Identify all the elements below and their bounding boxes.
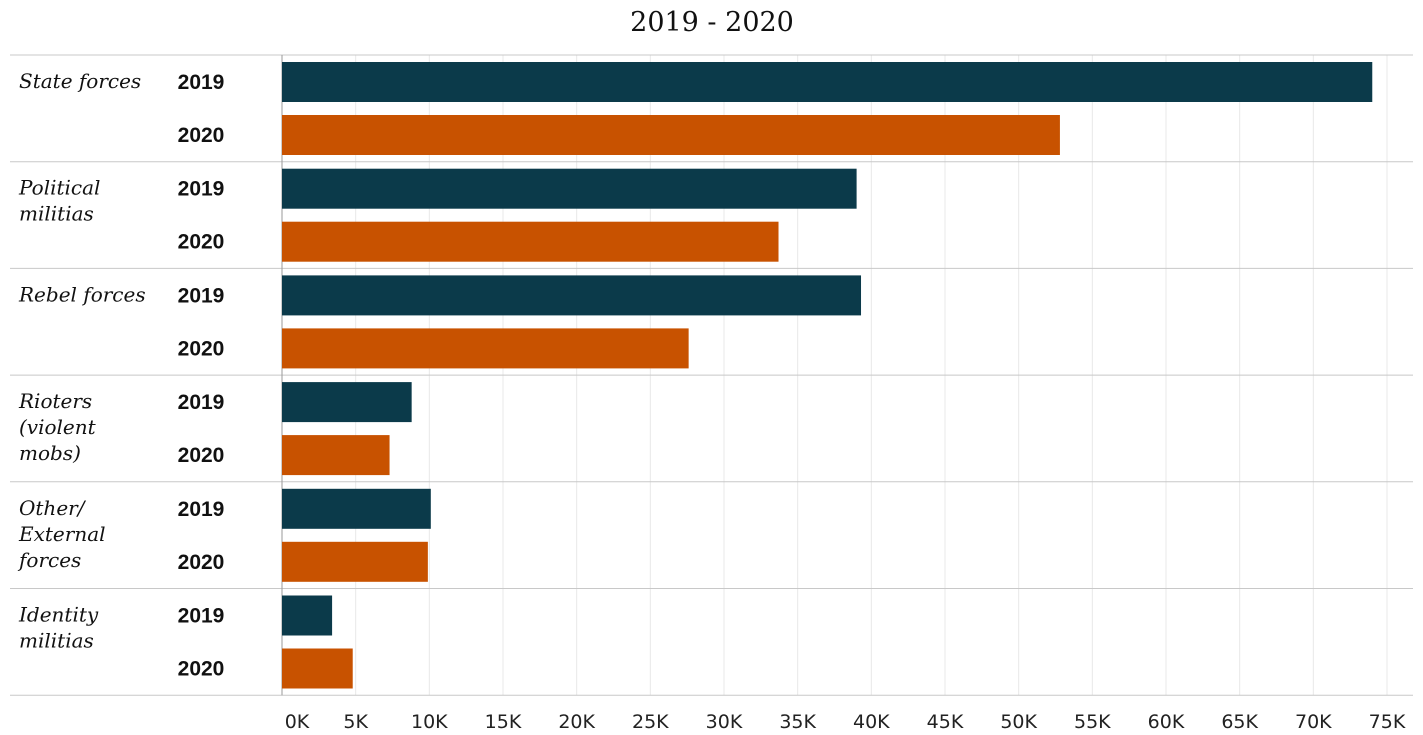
x-tick-label: 45K (927, 711, 964, 733)
series-label: 2019 (178, 605, 225, 628)
category-label-line: Other/ (19, 496, 87, 520)
series-label: 2020 (178, 124, 225, 147)
category-label-line: mobs) (19, 441, 81, 465)
series-label: 2019 (178, 498, 225, 521)
category-label: Other/External forces (17, 496, 106, 572)
series-label: 2019 (178, 284, 225, 307)
bar-2020 (282, 328, 689, 369)
chart-title: 2019 - 2020 (630, 7, 794, 38)
bar-2019 (282, 595, 333, 636)
x-tick-label: 65K (1221, 711, 1258, 733)
x-tick-label: 35K (779, 711, 816, 733)
bar-2020 (282, 541, 428, 582)
series-label: 2020 (178, 337, 225, 360)
series-label: 2019 (178, 391, 225, 414)
category-label: Political militias (18, 176, 100, 226)
bar-2019 (282, 275, 862, 316)
x-tick-label: 25K (632, 711, 669, 733)
x-tick-label: 40K (853, 711, 890, 733)
category-label-line: (violent (19, 415, 97, 439)
series-labels: 2019 2020 2019 2020 2019 2020 2019 2020 2019 2020… (178, 71, 225, 681)
bar-2020 (282, 115, 1060, 155)
bar-2019 (282, 168, 857, 209)
category-label: Rebel forces (18, 282, 146, 306)
x-tick-label: 15K (485, 711, 522, 733)
bar-2019 (282, 488, 431, 529)
category-label-line: militias (19, 629, 94, 653)
x-tick-label: 30K (706, 711, 743, 733)
series-label: 2019 (178, 178, 225, 201)
category-label-line: External (18, 522, 106, 546)
category-label-line: forces (17, 548, 81, 572)
category-label-line: Rioters (18, 389, 92, 413)
x-tick-label: 10K (411, 711, 448, 733)
x-tick-label: 0K (285, 711, 310, 733)
bar-2020 (282, 648, 353, 689)
x-tick-label: 75K (1369, 711, 1406, 733)
x-tick-label: 50K (1000, 711, 1037, 733)
series-label: 2019 (178, 71, 225, 94)
x-tick-label: 70K (1295, 711, 1332, 733)
bars (282, 62, 1373, 689)
category-label: Identity militias (18, 603, 99, 653)
series-label: 2020 (178, 231, 225, 254)
category-label-line: Identity (18, 603, 99, 627)
category-label-line: Political (18, 176, 100, 200)
x-tick-label: 5K (343, 711, 368, 733)
series-label: 2020 (178, 658, 225, 681)
row-separators (10, 54, 1413, 696)
bar-2020 (282, 221, 779, 262)
x-tick-label: 20K (558, 711, 595, 733)
category-label-line: State forces (19, 69, 141, 93)
bar-2019 (282, 382, 412, 423)
bar-2019 (282, 62, 1373, 102)
bar-2020 (282, 435, 390, 476)
x-tick-label: 55K (1074, 711, 1111, 733)
x-tick-label: 60K (1148, 711, 1185, 733)
category-label-line: militias (19, 202, 94, 226)
category-label: State forces (19, 69, 141, 93)
series-label: 2020 (178, 444, 225, 467)
series-label: 2020 (178, 551, 225, 574)
x-axis-tick-labels: 0K 5K 10K 15K 20K 25K 30K 35K 40K 45K 50K 55K 60K 65K… (285, 711, 1406, 733)
category-label-line: Rebel forces (18, 282, 146, 306)
category-label: Rioters (violent mobs) (18, 389, 97, 465)
